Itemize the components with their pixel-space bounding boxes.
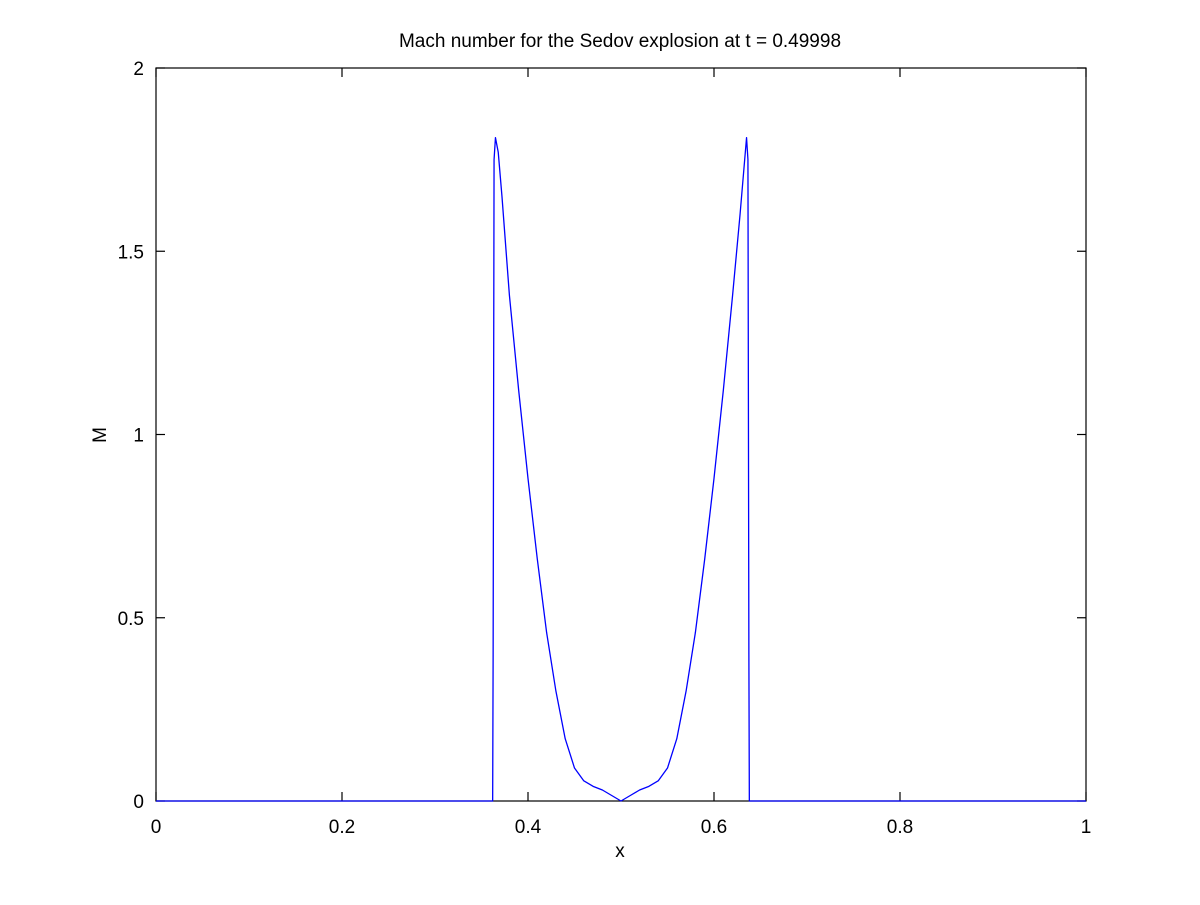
y-tick-label: 2 [133,59,144,80]
y-tick-label: 0.5 [118,609,144,630]
y-axis-label: M [90,427,111,443]
x-tick-label: 0.2 [329,817,355,838]
y-tick-label: 0 [133,792,144,813]
series-line-mach-number [156,136,1086,802]
x-tick-label: 0.4 [515,817,542,838]
x-tick-label: 0 [151,817,162,838]
x-tick-label: 1 [1081,817,1092,838]
x-axis-label: x [615,841,625,862]
chart-title: Mach number for the Sedov explosion at t… [399,31,841,52]
x-tick-label: 0.8 [887,817,913,838]
plot-area: 0 0.2 0.4 0.6 0.8 1 0 0.5 1 1.5 2 [118,59,1092,838]
y-tick-label: 1 [133,426,144,447]
x-tick-label: 0.6 [701,817,727,838]
axes-box [155,67,1087,802]
y-tick-label: 1.5 [118,242,144,263]
